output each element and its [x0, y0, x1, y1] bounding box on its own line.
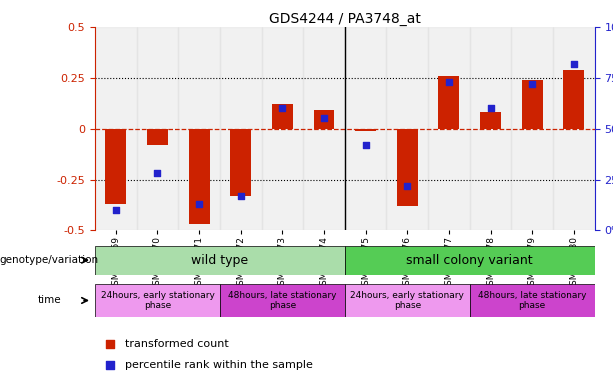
Bar — [563, 70, 584, 129]
Bar — [137, 27, 178, 230]
Bar — [95, 27, 137, 230]
Text: genotype/variation: genotype/variation — [0, 255, 99, 265]
Text: 48hours, late stationary
phase: 48hours, late stationary phase — [228, 291, 337, 310]
Point — [476, 88, 486, 94]
Point — [476, 280, 486, 286]
Bar — [345, 246, 595, 275]
Bar — [470, 27, 511, 230]
Text: small colony variant: small colony variant — [406, 254, 533, 266]
Point — [236, 193, 246, 199]
Point — [153, 170, 162, 177]
Bar — [272, 104, 293, 129]
Point — [360, 142, 370, 148]
Bar — [511, 27, 553, 230]
Bar — [105, 129, 126, 204]
Point — [527, 81, 537, 87]
Bar — [147, 129, 168, 145]
Text: 24hours, early stationary
phase: 24hours, early stationary phase — [350, 291, 464, 310]
Point — [319, 115, 329, 121]
Bar — [553, 27, 595, 230]
Bar — [262, 27, 303, 230]
Bar — [480, 113, 501, 129]
Bar — [428, 27, 470, 230]
Bar — [345, 284, 470, 317]
Bar — [438, 76, 459, 129]
Text: 24hours, early stationary
phase: 24hours, early stationary phase — [101, 291, 215, 310]
Bar — [220, 27, 262, 230]
Text: transformed count: transformed count — [125, 339, 229, 349]
Bar — [470, 284, 595, 317]
Point — [444, 79, 454, 85]
Bar — [189, 129, 210, 224]
Text: 48hours, late stationary
phase: 48hours, late stationary phase — [478, 291, 587, 310]
Bar — [397, 129, 417, 206]
Text: percentile rank within the sample: percentile rank within the sample — [125, 360, 313, 370]
Point — [278, 105, 287, 111]
Point — [111, 207, 121, 213]
Point — [569, 60, 579, 66]
Bar — [386, 27, 428, 230]
Text: time: time — [37, 295, 61, 306]
Text: wild type: wild type — [191, 254, 248, 266]
Bar — [522, 80, 543, 129]
Bar — [95, 284, 220, 317]
Point — [485, 105, 495, 111]
Bar — [230, 129, 251, 196]
Bar — [178, 27, 220, 230]
Title: GDS4244 / PA3748_at: GDS4244 / PA3748_at — [269, 12, 421, 26]
Bar — [355, 129, 376, 131]
Bar — [95, 246, 345, 275]
Bar — [314, 110, 335, 129]
Bar — [303, 27, 345, 230]
Point — [194, 201, 204, 207]
Point — [402, 182, 412, 189]
Bar — [220, 284, 345, 317]
Bar — [345, 27, 386, 230]
